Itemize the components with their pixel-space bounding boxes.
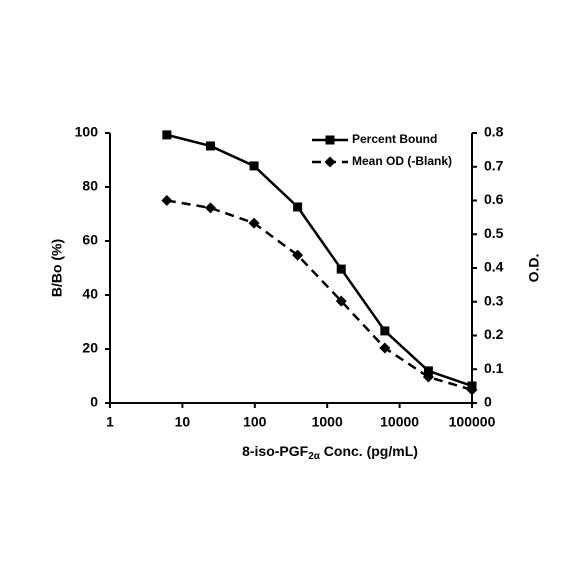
marker [161, 195, 173, 206]
x-tick-label: 10000 [380, 414, 419, 430]
y2-tick-label: 0.5 [484, 225, 504, 241]
y2-tick-label: 0 [484, 394, 492, 410]
legend-label: Mean OD (-Blank) [352, 154, 452, 168]
series-line [166, 133, 473, 388]
marker [162, 130, 172, 140]
y2-tick-label: 0.4 [484, 259, 504, 275]
marker [422, 371, 434, 383]
marker [292, 249, 304, 261]
y2-tick-label: 0.3 [484, 292, 504, 308]
marker [325, 135, 335, 145]
x-tick-label: 1000 [312, 414, 343, 430]
marker [466, 384, 478, 396]
legend-label: Percent Bound [352, 132, 437, 146]
x-label-part: 8-iso-PGF [242, 443, 309, 459]
y2-tick-label: 0.7 [484, 157, 504, 173]
marker [379, 342, 391, 354]
x-tick-label: 1 [106, 414, 114, 430]
y-tick-label: 20 [82, 340, 98, 356]
y2-tick-label: 0.8 [484, 124, 504, 140]
series-line [166, 199, 473, 392]
y2-tick-label: 0.6 [484, 191, 504, 207]
x-label-subscript: 2α [308, 451, 321, 462]
marker [335, 295, 347, 307]
y-tick-label: 60 [82, 232, 98, 248]
y-tick-label: 0 [90, 394, 98, 410]
y-tick-label: 80 [82, 178, 98, 194]
marker [293, 202, 303, 212]
y2-axis-label: O.D. [526, 254, 542, 283]
y-axis-label: B/Bo (%) [49, 239, 65, 297]
x-tick-label: 10 [175, 414, 191, 430]
marker [204, 202, 216, 214]
marker [324, 156, 336, 168]
y2-tick-label: 0.1 [484, 360, 504, 376]
marker [248, 217, 260, 229]
x-axis-label: 8-iso-PGF2α Conc. (pg/mL) [242, 443, 418, 462]
y2-tick-label: 0.2 [484, 326, 504, 342]
marker [423, 366, 433, 376]
x-tick-label: 100000 [449, 414, 496, 430]
marker [249, 161, 259, 171]
y-tick-label: 40 [82, 286, 98, 302]
marker [205, 141, 215, 151]
marker [336, 264, 346, 274]
x-tick-label: 100 [243, 414, 267, 430]
x-label-part: Conc. (pg/mL) [320, 443, 418, 459]
marker [380, 326, 390, 336]
y-tick-label: 100 [75, 124, 99, 140]
